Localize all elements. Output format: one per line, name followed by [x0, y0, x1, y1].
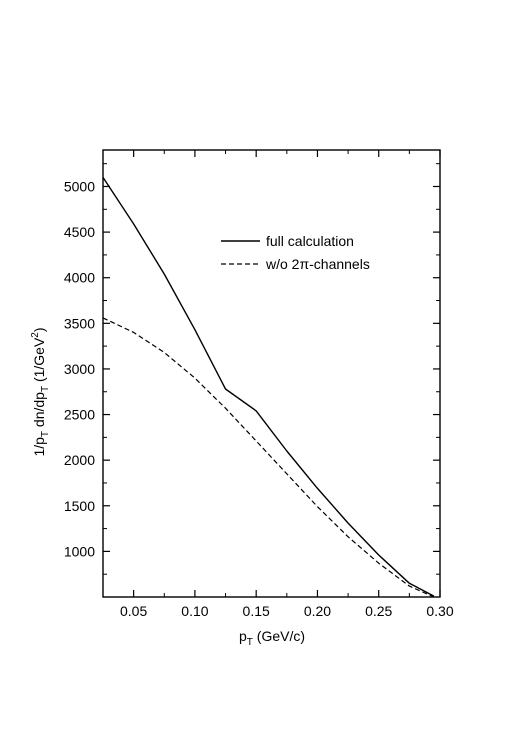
x-tick-label: 0.15: [243, 603, 270, 619]
y-axis-label: 1/pT dn/dpT (1/GeV2): [30, 327, 51, 456]
minor-ticks: [102, 150, 440, 597]
major-ticks: [103, 150, 441, 597]
y-tick-label: 3000: [64, 361, 95, 377]
x-axis-label: pT (GeV/c): [239, 628, 305, 648]
y-tick-label: 2000: [64, 452, 95, 468]
x-tick-label: 0.05: [120, 603, 147, 619]
x-tick-label: 0.25: [365, 603, 392, 619]
series-full-calculation-line: [102, 177, 435, 597]
plot-frame: [102, 149, 441, 598]
y-tick-labels: 1000 1500 2000 2500 3000 3500 4000 4500 5000: [64, 178, 95, 559]
y-tick-label: 4500: [64, 224, 95, 240]
x-tick-label: 0.20: [304, 603, 331, 619]
y-tick-label: 3500: [64, 315, 95, 331]
y-tick-label: 2500: [64, 407, 95, 423]
series-without-2pi-channels-line: [102, 317, 435, 598]
legend: full calculation w/o 2π-channels: [221, 233, 370, 272]
y-tick-label: 1000: [64, 543, 95, 559]
x-tick-labels: 0.05 0.10 0.15 0.20 0.25 0.30: [120, 603, 454, 619]
x-tick-label: 0.30: [426, 603, 453, 619]
y-tick-label: 4000: [64, 270, 95, 286]
x-tick-label: 0.10: [181, 603, 208, 619]
series-lines: [102, 177, 435, 598]
legend-label-full: full calculation: [266, 233, 354, 249]
y-tick-label: 1500: [64, 498, 95, 514]
legend-label-without-2pi: w/o 2π-channels: [265, 256, 370, 272]
y-tick-label: 5000: [64, 178, 95, 194]
